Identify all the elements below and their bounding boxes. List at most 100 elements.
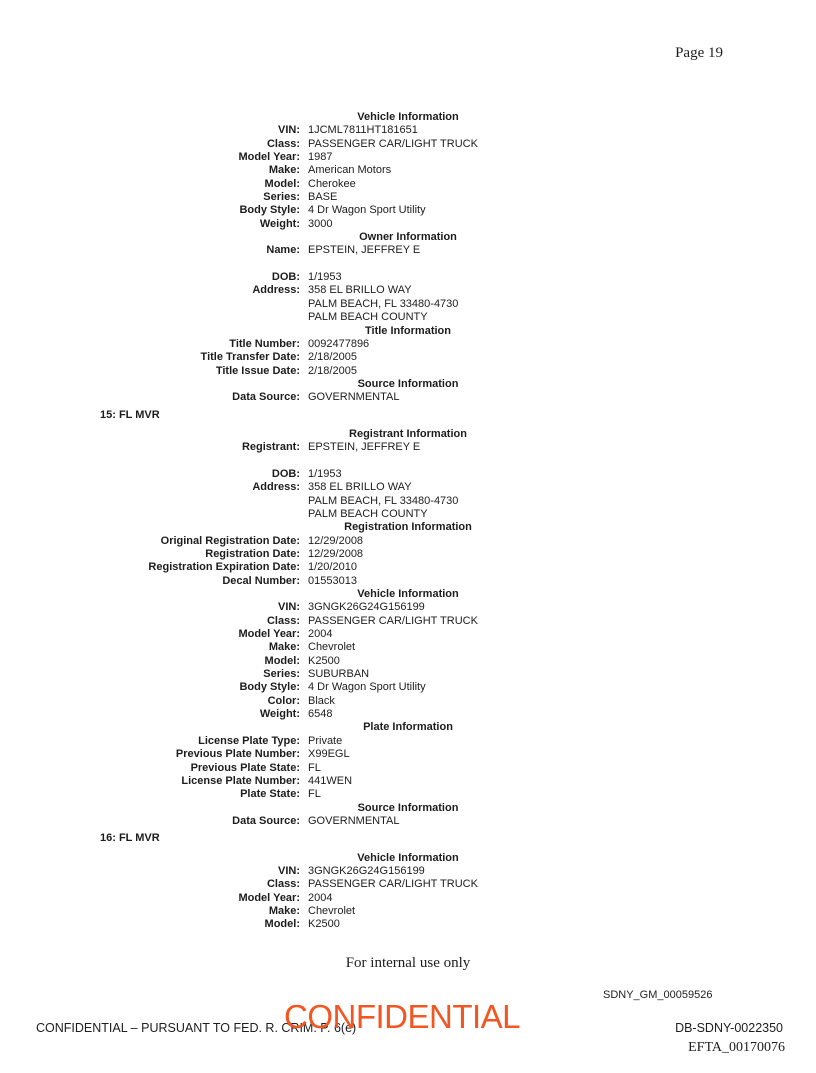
field-label: Color: <box>267 694 300 707</box>
field-row: Previous Plate State: FL <box>0 762 816 775</box>
bates-stamp-efta: EFTA_00170076 <box>688 1040 785 1055</box>
field-row: Title Number: 0092477896 <box>0 338 816 351</box>
field-value: Cherokee <box>308 177 356 190</box>
field-value: 4 Dr Wagon Sport Utility <box>308 204 426 217</box>
field-value: 12/29/2008 <box>308 548 364 560</box>
field-row: Original Registration Date: 12/29/2008 <box>0 535 816 548</box>
field-label: Body Style: <box>239 681 300 694</box>
field-label: Series: <box>263 668 300 681</box>
field-value: 2/18/2005 <box>308 364 357 377</box>
field-row: Model Year: 1987 <box>0 151 816 164</box>
field-value: 1JCML7811HT181651 <box>308 124 418 137</box>
field-row: Decal Number: 01553013 <box>0 575 816 588</box>
field-row: Data Source: GOVERNMENTAL <box>0 391 816 404</box>
field-label: Model: <box>264 177 300 190</box>
field-row: DOB: 1/1953 <box>0 468 816 481</box>
field-row: Model: K2500 <box>0 918 816 931</box>
field-value: 4 Dr Wagon Sport Utility <box>308 681 426 694</box>
field-label: Plate State: <box>240 788 300 801</box>
field-value: EPSTEIN, JEFFREY E <box>308 244 421 257</box>
field-label: Registration Expiration Date: <box>148 561 300 574</box>
field-row: Model Year: 2004 <box>0 892 816 905</box>
field-label: Model Year: <box>238 891 300 904</box>
field-row: DOB: 1/1953 <box>0 271 816 284</box>
field-row: License Plate Number: 441WEN <box>0 775 816 788</box>
field-row: Weight: 3000 <box>0 218 816 231</box>
field-row: Registrant: EPSTEIN, JEFFREY E <box>0 441 816 454</box>
field-value: 0092477896 <box>308 337 370 350</box>
field-row: Name: EPSTEIN, JEFFREY E <box>0 244 816 257</box>
section-header: Vehicle Information <box>357 111 459 123</box>
field-label: Data Source: <box>232 814 300 827</box>
field-row: Make: Chevrolet <box>0 641 816 654</box>
field-value: 358 EL BRILLO WAY <box>308 284 412 297</box>
confidential-footer-text: CONFIDENTIAL – PURSUANT TO FED. R. CRIM.… <box>36 1021 357 1035</box>
section-header: Source Information <box>357 377 459 390</box>
field-row: VIN: 1JCML7811HT181651 <box>0 124 816 137</box>
field-row: Address: 358 EL BRILLO WAY <box>0 481 816 494</box>
field-row: Data Source: GOVERNMENTAL <box>0 815 816 828</box>
field-label: Decal Number: <box>222 574 300 587</box>
field-row: License Plate Type: Private <box>0 735 816 748</box>
field-label: Model Year: <box>238 628 300 641</box>
section-header: Vehicle Information <box>357 851 459 864</box>
field-row: Registration Date: 12/29/2008 <box>0 548 816 561</box>
field-row: VIN: 3GNGK26G24G156199 <box>0 865 816 878</box>
field-label: Make: <box>268 904 300 917</box>
record-header: 15: FL MVR <box>100 408 160 421</box>
field-label: Series: <box>263 191 300 204</box>
field-row: Body Style: 4 Dr Wagon Sport Utility <box>0 681 816 694</box>
field-value: 3000 <box>308 217 333 230</box>
field-value: EPSTEIN, JEFFREY E <box>308 441 421 454</box>
field-value-continuation: PALM BEACH COUNTY <box>308 507 428 520</box>
section-header: Title Information <box>365 324 451 337</box>
field-label: VIN: <box>278 124 300 137</box>
field-value-continuation: PALM BEACH, FL 33480-4730 <box>308 494 459 507</box>
field-value: GOVERNMENTAL <box>308 814 400 827</box>
field-label: Previous Plate State: <box>190 761 300 774</box>
field-label: Previous Plate Number: <box>175 748 300 761</box>
field-label: Class: <box>266 614 300 627</box>
field-label: Body Style: <box>239 204 300 217</box>
field-value: K2500 <box>308 918 340 931</box>
field-value: 2/18/2005 <box>308 351 357 364</box>
bates-stamp-sdny-gm: SDNY_GM_00059526 <box>603 989 713 1001</box>
blank-line <box>0 258 816 271</box>
field-label: DOB: <box>271 467 300 480</box>
field-value: 3GNGK26G24G156199 <box>308 601 425 614</box>
field-row: Class: PASSENGER CAR/LIGHT TRUCK <box>0 138 816 151</box>
field-value: PASSENGER CAR/LIGHT TRUCK <box>308 878 478 891</box>
field-value: 2004 <box>308 891 333 904</box>
field-value: 441WEN <box>308 774 353 787</box>
field-value: SUBURBAN <box>308 668 370 681</box>
field-value: 1987 <box>308 151 333 164</box>
field-label: Registrant: <box>241 441 300 454</box>
field-label: Registration Date: <box>205 548 300 560</box>
field-row: Previous Plate Number: X99EGL <box>0 748 816 761</box>
field-value: PASSENGER CAR/LIGHT TRUCK <box>308 137 478 150</box>
field-value: 358 EL BRILLO WAY <box>308 481 412 494</box>
field-row: Class: PASSENGER CAR/LIGHT TRUCK <box>0 615 816 628</box>
field-value: BASE <box>308 191 338 204</box>
confidential-watermark: CONFIDENTIAL <box>284 998 521 1035</box>
field-row: Plate State: FL <box>0 788 816 801</box>
section-header: Registrant Information <box>349 427 467 440</box>
field-label: License Plate Type: <box>198 734 300 747</box>
field-value: PASSENGER CAR/LIGHT TRUCK <box>308 614 478 627</box>
field-value: Black <box>308 694 335 707</box>
field-value: 3GNGK26G24G156199 <box>308 864 425 877</box>
field-row: Model: K2500 <box>0 655 816 668</box>
field-value: FL <box>308 761 321 774</box>
report-body: Vehicle Information VIN: 1JCML7811HT181651… <box>0 111 816 932</box>
field-label: Make: <box>268 641 300 654</box>
field-value: Chevrolet <box>308 641 356 654</box>
field-label: Address: <box>252 481 300 494</box>
internal-use-note: For internal use only <box>345 955 471 971</box>
field-label: Class: <box>266 137 300 150</box>
field-row: Body Style: 4 Dr Wagon Sport Utility <box>0 204 816 217</box>
field-row: Color: Black <box>0 695 816 708</box>
field-value: 01553013 <box>308 574 357 587</box>
field-value: 1/1953 <box>308 467 342 480</box>
section-header: Source Information <box>357 801 459 814</box>
